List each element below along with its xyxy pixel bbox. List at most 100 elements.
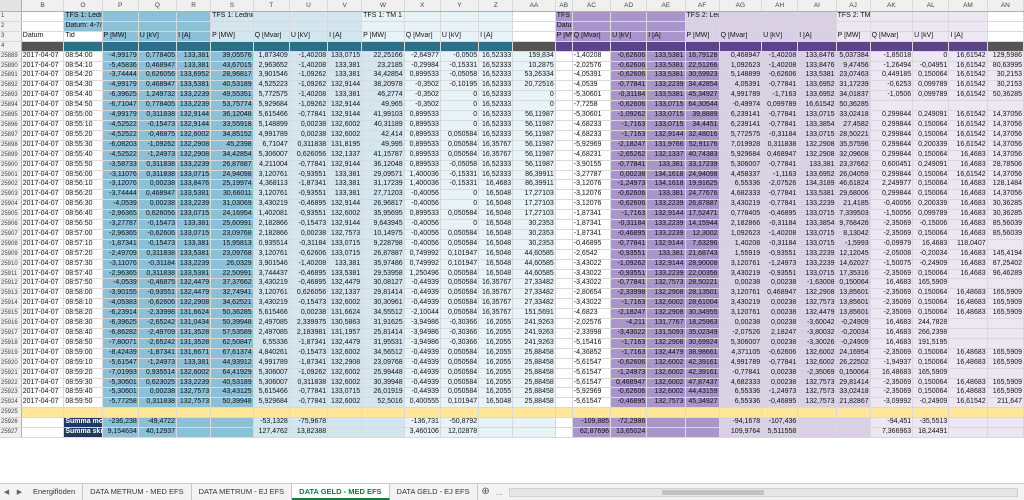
header-cell[interactable] (512, 11, 556, 22)
filter-cell[interactable] (404, 41, 441, 52)
data-cell[interactable]: 50,36285 (210, 308, 254, 320)
sum-value[interactable]: -35,5513 (912, 417, 950, 429)
data-cell[interactable]: 133,0715 (797, 110, 837, 121)
data-cell[interactable]: 8,13042 (836, 229, 871, 240)
data-cell[interactable]: 12,3002 (685, 229, 720, 240)
header-cell[interactable] (327, 11, 363, 22)
data-cell[interactable]: 0 (440, 100, 480, 112)
data-cell[interactable]: 0,050584 (440, 239, 480, 250)
data-cell[interactable]: 0,778405 (719, 209, 763, 221)
data-cell[interactable]: 16,48683 (948, 308, 988, 320)
sum-value[interactable] (646, 427, 686, 438)
data-cell[interactable]: 2017-04-07 (21, 378, 65, 389)
data-cell[interactable]: 64,30544 (685, 100, 720, 112)
row-number[interactable]: 25907 (0, 229, 22, 240)
data-cell[interactable] (987, 368, 1024, 379)
data-cell[interactable]: 5,306007 (253, 378, 290, 389)
data-cell[interactable]: 30,39948 (361, 378, 405, 389)
data-cell[interactable] (948, 368, 988, 379)
data-cell[interactable]: -0,09979 (870, 239, 914, 250)
data-cell[interactable]: 133,3854 (797, 120, 837, 131)
data-cell[interactable]: -0,40056 (404, 229, 441, 240)
data-cell[interactable]: 133,5381 (176, 269, 212, 280)
row-number[interactable]: 2 (0, 21, 22, 32)
data-cell[interactable]: 16,5048 (478, 259, 514, 270)
column-header-ae[interactable]: AE (646, 0, 686, 12)
data-cell[interactable]: -1,87341 (138, 348, 178, 359)
data-cell[interactable]: 30,2353 (512, 229, 556, 240)
data-cell[interactable]: -2,02576 (572, 61, 612, 72)
data-cell[interactable]: -5,77258 (102, 397, 139, 409)
data-cell[interactable]: 133,0715 (327, 239, 363, 250)
data-cell[interactable]: 14,37056 (987, 110, 1024, 121)
data-cell[interactable]: 4,211004 (253, 160, 290, 171)
data-cell[interactable]: 1,402081 (253, 209, 290, 221)
data-cell[interactable]: -3,43022 (572, 298, 612, 310)
data-cell[interactable]: -0,20034 (836, 328, 871, 339)
data-cell[interactable]: 2017-04-07 (21, 189, 65, 201)
tab-energifloden[interactable]: Energiflöden (26, 484, 84, 500)
data-cell[interactable]: 133,0715 (797, 269, 837, 280)
data-cell[interactable]: 31,17239 (361, 179, 405, 191)
data-cell[interactable]: -0,93551 (289, 209, 329, 221)
data-cell[interactable]: 42,39161 (685, 368, 720, 379)
data-cell[interactable]: -0,40056 (404, 199, 441, 211)
data-cell[interactable]: 132,7573 (327, 229, 363, 240)
header-q[interactable]: Q [Mvar] (719, 31, 763, 42)
data-cell[interactable]: -0,15331 (440, 179, 480, 191)
data-cell[interactable]: 2017-04-07 (21, 288, 65, 300)
data-cell[interactable]: 27,33482 (512, 298, 556, 310)
data-cell[interactable]: 165,5909 (987, 348, 1024, 359)
data-cell[interactable]: -1,7163 (610, 130, 648, 141)
data-cell[interactable]: -3,09992 (870, 397, 914, 409)
data-cell[interactable]: -0,44939 (404, 358, 441, 369)
data-cell[interactable]: 132,6002 (646, 387, 686, 399)
data-cell[interactable]: 0 (440, 189, 480, 201)
data-cell[interactable]: 5,148899 (719, 70, 763, 82)
data-cell[interactable]: -4,68233 (572, 130, 612, 141)
data-cell[interactable]: 0,050584 (440, 140, 480, 151)
data-cell[interactable]: 34,42854 (685, 80, 720, 92)
data-cell[interactable]: 2017-04-07 (21, 368, 65, 379)
separator-cell[interactable] (21, 407, 65, 419)
data-cell[interactable]: 4,991789 (253, 358, 290, 369)
data-cell[interactable]: 16,61542 (948, 170, 988, 181)
row-number[interactable]: 25925 (0, 407, 22, 419)
data-cell[interactable]: 133,2239 (646, 269, 686, 280)
data-cell[interactable]: -1,85018 (870, 51, 914, 62)
data-cell[interactable]: 0,899533 (404, 150, 441, 161)
data-cell[interactable]: 0,099789 (912, 90, 950, 102)
data-cell[interactable]: 29,81414 (361, 288, 405, 300)
data-cell[interactable]: -0,62606 (289, 249, 329, 260)
data-cell[interactable]: 08:58:00 (63, 288, 103, 300)
data-cell[interactable] (555, 150, 573, 161)
sum-value[interactable] (987, 427, 1024, 438)
header-cell[interactable] (646, 21, 686, 32)
data-cell[interactable]: 133,381 (327, 170, 363, 181)
header-cell[interactable] (440, 21, 480, 32)
data-cell[interactable]: -3,94986 (404, 318, 441, 329)
data-cell[interactable]: 0,449185 (870, 70, 914, 82)
filter-cell[interactable] (555, 41, 573, 52)
data-cell[interactable]: 45,34927 (685, 90, 720, 102)
data-cell[interactable]: 0,00238 (289, 229, 329, 240)
data-cell[interactable]: -0,15006 (912, 219, 950, 230)
header-cell[interactable] (21, 11, 65, 22)
data-cell[interactable]: 53,75774 (210, 100, 254, 112)
data-cell[interactable]: 2017-04-07 (21, 90, 65, 102)
data-cell[interactable] (987, 338, 1024, 349)
data-cell[interactable]: -0,24909 (836, 338, 871, 349)
data-cell[interactable]: 131,9766 (646, 140, 686, 151)
data-cell[interactable]: -3,80032 (797, 328, 837, 339)
data-cell[interactable]: -0,62606 (610, 387, 648, 399)
data-cell[interactable]: 25,88458 (512, 358, 556, 369)
data-cell[interactable]: 0,00238 (719, 318, 763, 329)
data-cell[interactable]: -1,24973 (610, 179, 648, 191)
data-cell[interactable]: -4,52522 (102, 150, 139, 161)
data-cell[interactable]: 2017-04-07 (21, 229, 65, 240)
sum-value[interactable] (478, 417, 514, 429)
data-cell[interactable]: 0,150064 (912, 70, 950, 82)
header-u[interactable]: U [kV] (912, 31, 950, 42)
data-cell[interactable]: 13,85601 (836, 298, 871, 310)
header-cell[interactable] (176, 21, 212, 32)
